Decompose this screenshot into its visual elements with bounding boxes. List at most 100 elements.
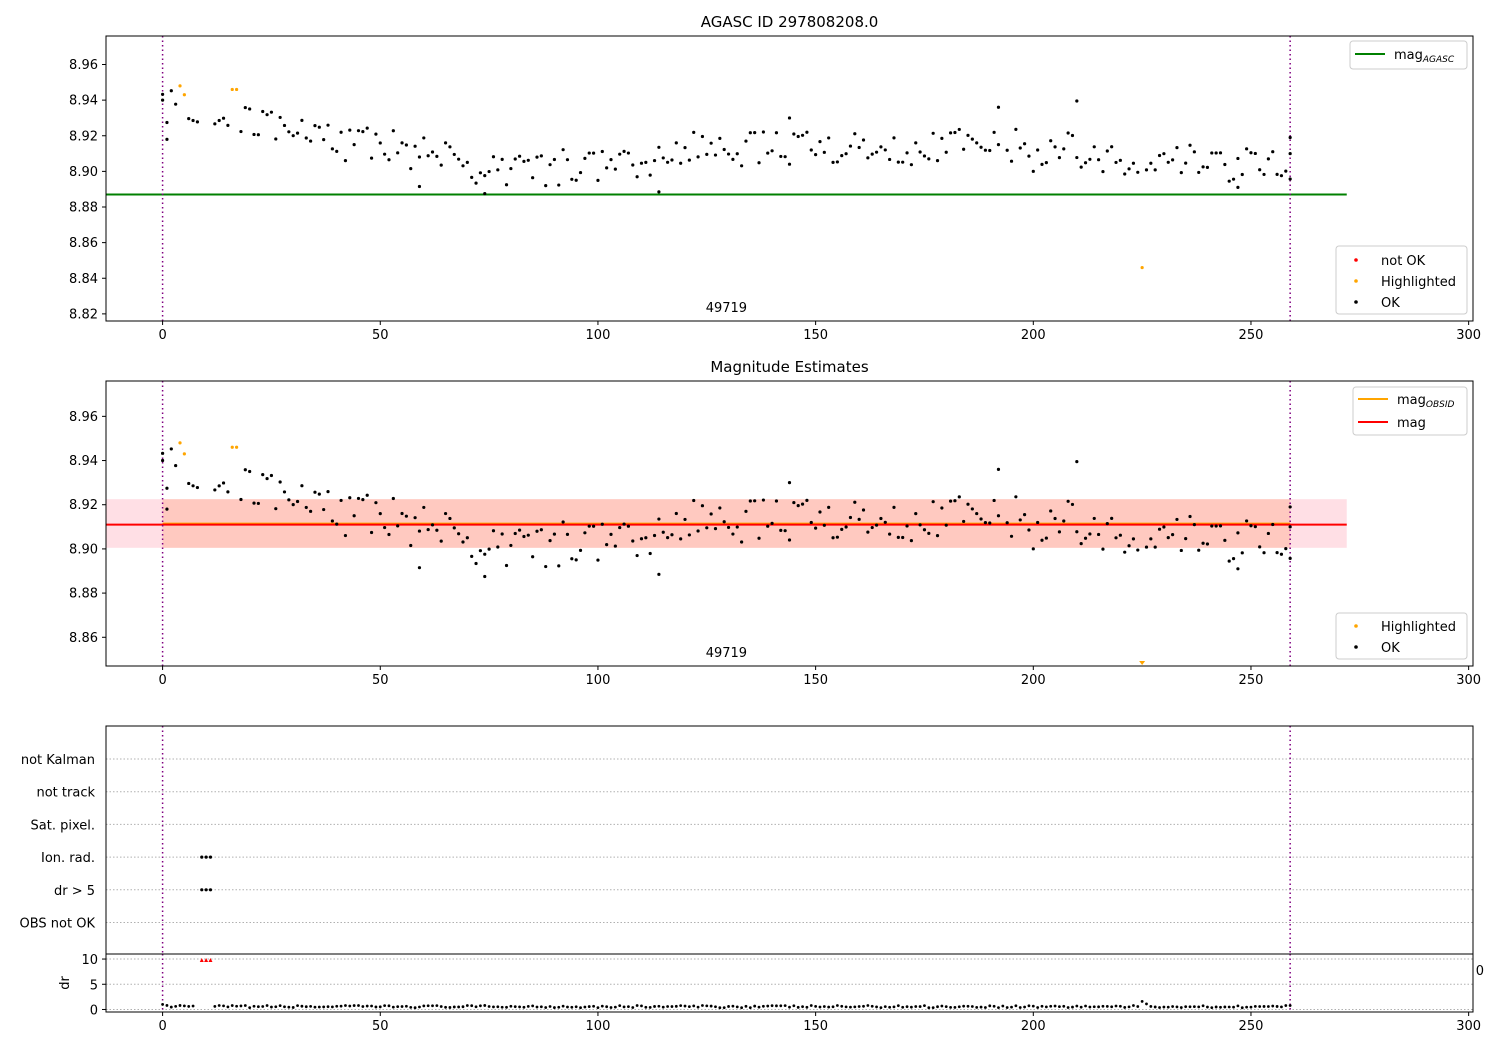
ok-point [522,534,526,539]
ok-point [309,139,313,143]
dr-point [1084,1004,1087,1008]
dr-point [892,1005,896,1009]
ok-point [835,535,839,539]
ok-point [1044,536,1048,540]
estimates-panel-xtick-label: 50 [372,673,389,688]
dr-point [304,1005,308,1009]
ok-point [426,154,430,158]
dr-point [243,1004,247,1007]
ok-point [317,492,321,496]
ok-point [844,152,848,156]
ok-point [787,162,792,166]
ok-point [1231,556,1236,561]
dr-point [984,1006,987,1009]
ok-point [757,161,761,165]
ok-point [539,154,543,158]
estimates-panel-xtick-label: 250 [1239,673,1264,688]
dr-point [1149,1005,1153,1008]
ok-point [1284,547,1288,551]
ok-point [265,113,269,117]
ok-point [187,116,191,121]
ok-point [1149,161,1153,165]
ok-point [1127,167,1131,171]
dr-point [235,1004,239,1008]
ok-point [365,126,369,130]
ok-point [261,473,265,477]
ok-point [1057,530,1062,534]
ok-point [487,547,491,551]
ok-point [1166,536,1170,540]
ok-point [822,523,826,527]
ok-point [857,145,861,150]
ok-point [1036,148,1040,152]
estimates-obsid-label: 49719 [706,646,747,661]
ok-point [792,500,796,505]
agasc-panel-frame [105,35,1474,322]
dr-point [566,1005,569,1009]
ok-point [805,498,809,502]
ok-point [1236,567,1240,571]
ok-point [291,134,295,138]
ok-point [822,150,826,154]
dr-point [535,1005,539,1009]
ok-point [1162,152,1166,156]
ok-point [526,158,530,162]
ok-point [1053,516,1057,521]
ok-point [905,524,909,528]
ok-point [400,141,404,145]
ok-point [748,499,752,503]
ok-point [901,535,905,540]
ok-point [631,539,635,543]
dr-point [635,1004,639,1007]
agasc-panel-ytick-label: 8.86 [69,236,98,251]
dr-point [648,1006,652,1009]
ok-point [369,530,374,535]
ok-point [1118,533,1122,537]
ok-point [626,151,631,155]
dr-point [230,1004,234,1007]
dr-point [879,1006,883,1010]
dr-point [1018,1006,1022,1009]
ok-point [1262,551,1266,555]
ok-point [561,520,565,524]
dr-point [487,1005,491,1008]
ok-point [713,153,718,157]
ok-point [426,527,430,532]
ok-point [648,173,652,177]
dr-point [1044,1005,1048,1009]
ok-point [374,132,378,136]
dr-point [448,1006,452,1009]
dr-point [465,1004,469,1007]
ok-point [901,160,905,164]
ok-point [578,548,583,552]
dr-point [792,1004,796,1008]
dr-point [1053,1004,1057,1008]
ok-point [570,557,574,561]
ok-point [1049,509,1053,513]
dr-point [357,1004,360,1007]
ok-point [944,523,948,527]
dr-panel-xtick-label: 0 [158,1019,166,1034]
ok-point [239,129,243,134]
offscale-marker [1139,661,1146,665]
ok-point [1009,159,1014,163]
ok-point [435,154,439,158]
dr-point [666,1005,670,1008]
ok-point [657,190,661,194]
ok-point [343,533,348,538]
dr-point [1223,1005,1227,1009]
dr-point [888,1005,892,1009]
ok-point [644,536,648,540]
ok-point [583,156,587,160]
ok-point [774,131,779,135]
ok-point [322,507,326,512]
ok-point [861,508,866,512]
ok-point [1075,155,1079,160]
ok-point [618,152,622,156]
ok-point [800,502,805,506]
dr-point [1136,1005,1140,1008]
dr-point [383,1004,387,1008]
ok-point [430,150,435,154]
dr-point [657,1004,661,1008]
